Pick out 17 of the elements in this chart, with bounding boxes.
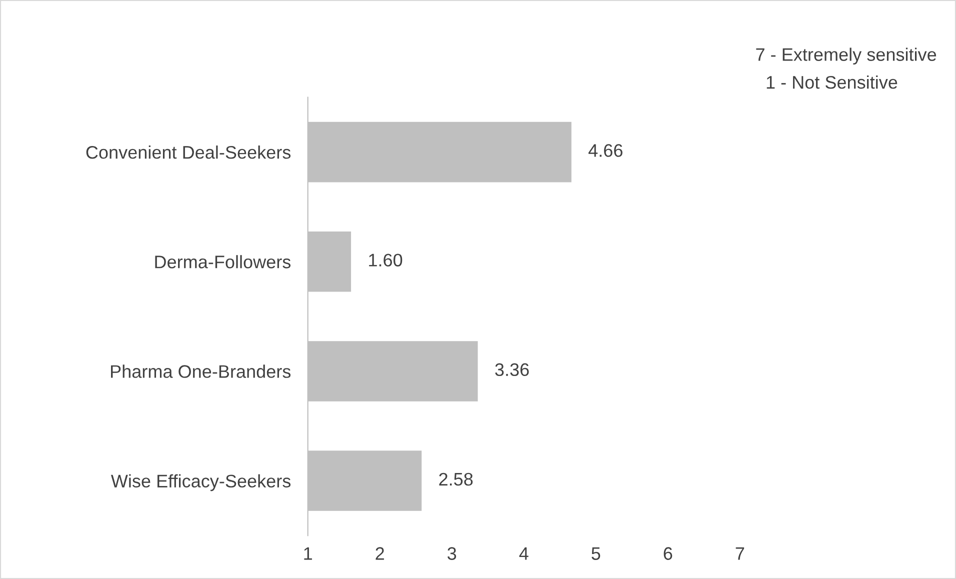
x-tick-label: 7	[736, 547, 744, 560]
y-tick-label: Convenient Deal-Seekers	[86, 146, 291, 159]
data-label: 1.60	[369, 254, 402, 266]
data-label: 3.36	[495, 363, 529, 376]
y-tick-label: Pharma One-Branders	[111, 364, 291, 378]
x-tick-label: 1	[304, 547, 312, 560]
data-label: 2.58	[439, 472, 473, 486]
x-tick-label: 3	[448, 547, 456, 560]
y-tick-label: Wise Efficacy-Seekers	[110, 474, 291, 492]
y-tick-label: Derma-Followers	[155, 255, 291, 268]
text: 1 - Not Sensitive	[766, 76, 898, 89]
data-label: 4.66	[588, 144, 622, 157]
x-tick-label: 2	[376, 547, 384, 560]
x-tick-label: 4	[519, 547, 528, 560]
x-tick-label: 6	[664, 547, 672, 560]
text: 7 - Extremely sensitive	[756, 48, 936, 65]
x-tick-label: 5	[592, 547, 600, 560]
